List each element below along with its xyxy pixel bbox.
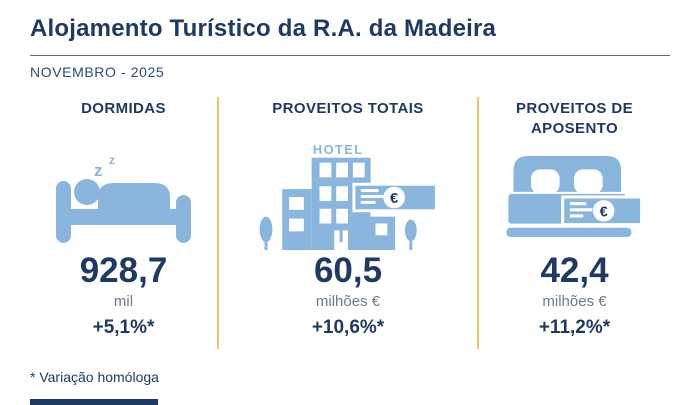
svg-text:z: z [109, 153, 115, 167]
metric-unit: milhões € [315, 293, 381, 310]
metric-title: DORMIDAS [81, 100, 166, 117]
metric-change: +10,6%* [311, 317, 385, 338]
metric-unit: mil [113, 293, 134, 310]
metric-change: +11,2%* [538, 317, 611, 338]
metric-column-proveitos-totais: PROVEITOS TOTAIS HOTEL [217, 97, 479, 349]
metric-column-dormidas: DORMIDAS z z 928,7 mil +5,1%* [30, 97, 217, 349]
hotel-building-euro-icon: HOTEL [259, 143, 438, 251]
svg-text:HOTEL: HOTEL [313, 143, 364, 157]
page-title: Alojamento Turístico da R.A. da Madeira [30, 15, 497, 42]
svg-text:€: € [599, 204, 607, 220]
sleeping-person-icon: z z [55, 153, 191, 243]
title-divider [30, 55, 670, 56]
metric-title: PROVEITOS TOTAIS [272, 100, 424, 117]
svg-text:€: € [390, 191, 398, 207]
metric-unit: milhões € [542, 293, 607, 310]
footnote: * Variação homóloga [30, 369, 159, 385]
metric-value: 928,7 [79, 251, 168, 290]
footer-accent-bar [30, 399, 158, 405]
svg-text:z: z [94, 161, 103, 180]
metric-value: 60,5 [313, 251, 383, 290]
metric-value: 42,4 [540, 251, 609, 290]
metrics-panel: DORMIDAS z z 928,7 mil +5,1%* PROVEITOS … [30, 97, 670, 349]
period-subtitle: NOVEMBRO - 2025 [30, 64, 165, 80]
double-bed-euro-icon: € [505, 156, 643, 237]
metric-column-proveitos-aposento: PROVEITOS DE APOSENTO € 42,4 [479, 97, 670, 349]
metric-title: PROVEITOS DE APOSENTO [515, 100, 634, 137]
metric-change: +5,1%* [92, 317, 155, 338]
